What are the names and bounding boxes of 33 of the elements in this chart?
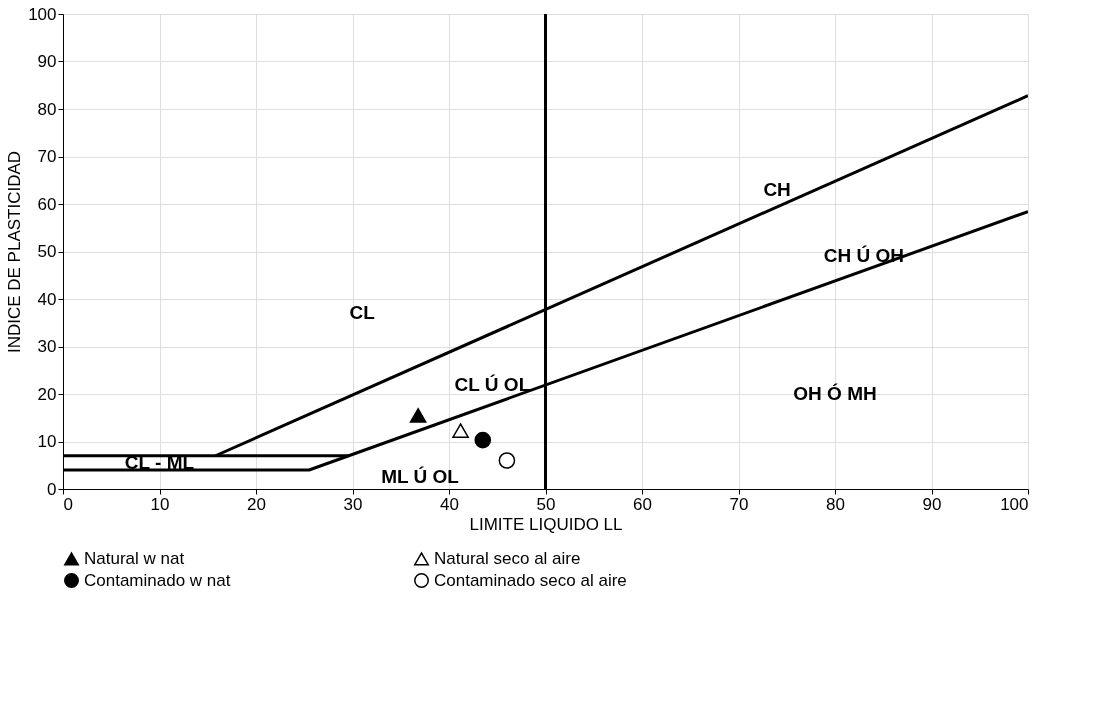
- y-tick-label: 50: [37, 242, 57, 261]
- x-tick-label: 50: [536, 494, 556, 514]
- legend-label: Contaminado seco al aire: [434, 570, 627, 590]
- x-tick-label: 30: [343, 494, 363, 514]
- annotation: ML Ú OL: [381, 466, 460, 488]
- x-tick-label: 0: [63, 494, 73, 514]
- annotation: CL: [349, 302, 376, 324]
- annotation: CL Ú OL: [454, 373, 531, 395]
- x-tick-label: 10: [150, 494, 170, 514]
- y-tick-label: 90: [37, 52, 57, 71]
- y-tick-label: 100: [28, 4, 57, 24]
- x-tick-label: 60: [633, 494, 652, 514]
- y-tick-label: 0: [47, 479, 57, 499]
- y-tick-label: 60: [37, 194, 57, 214]
- x-tick-label: 20: [247, 494, 266, 514]
- annotation: CH: [763, 178, 791, 200]
- y-axis-title: INDICE DE PLASTICIDAD: [5, 150, 25, 354]
- y-tick-label: 20: [37, 384, 57, 404]
- x-tick-label: 80: [826, 494, 845, 514]
- legend-label: Contaminado w nat: [84, 570, 231, 590]
- x-tick-label: 90: [922, 494, 942, 514]
- annotation: OH Ó MH: [793, 383, 877, 404]
- y-tick-label: 80: [37, 99, 57, 119]
- legend-label: Natural w nat: [84, 548, 185, 568]
- x-axis-title: LIMITE LIQUIDO LL: [469, 514, 623, 534]
- x-tick-label: 40: [440, 494, 459, 514]
- y-tick-label: 30: [37, 337, 57, 356]
- legend-label: Natural seco al aire: [434, 548, 581, 568]
- x-tick-label: 100: [1000, 494, 1029, 514]
- y-tick-label: 70: [37, 147, 57, 166]
- x-tick-label: 70: [729, 494, 749, 514]
- y-tick-label: 10: [37, 432, 57, 451]
- y-tick-label: 40: [37, 289, 57, 309]
